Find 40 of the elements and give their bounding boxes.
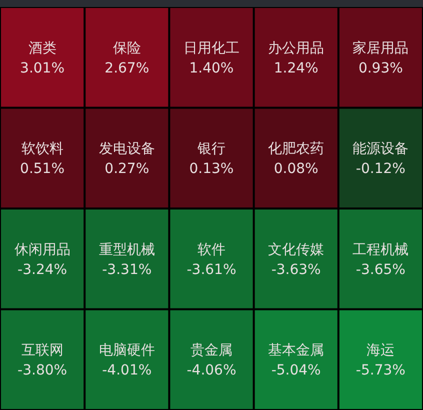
category-label: 休闲用品 — [14, 242, 70, 258]
category-label: 化肥农药 — [268, 141, 324, 158]
category-label: 酒类 — [28, 40, 56, 56]
data-label: -3.31% — [102, 262, 152, 278]
data-label: 0.51% — [20, 161, 65, 178]
data-label: 0.13% — [189, 161, 234, 178]
category-label: 贵金属 — [190, 342, 232, 359]
category-label: 保险 — [112, 40, 141, 56]
category-label: 软件 — [198, 242, 226, 258]
data-label: -3.80% — [18, 362, 68, 379]
data-label: -4.01% — [102, 362, 152, 379]
data-label: -3.63% — [271, 262, 321, 278]
data-label: 2.67% — [104, 60, 150, 76]
category-label: 日用化工 — [184, 40, 240, 56]
category-label: 银行 — [196, 141, 226, 158]
category-label: 海运 — [366, 342, 395, 359]
data-label: -5.04% — [271, 362, 321, 379]
data-label: 1.24% — [274, 60, 318, 76]
data-label: -3.61% — [186, 262, 236, 278]
category-label: 家居用品 — [352, 40, 409, 56]
category-label: 重型机械 — [98, 242, 155, 258]
data-label: -0.12% — [356, 161, 406, 178]
data-label: 0.93% — [358, 60, 403, 76]
category-label: 发电设备 — [98, 141, 155, 158]
category-label: 工程机械 — [352, 242, 409, 258]
category-label: 软饮料 — [21, 141, 64, 158]
data-label: -3.24% — [18, 262, 68, 278]
category-label: 基本金属 — [268, 342, 324, 359]
category-label: 互联网 — [21, 342, 64, 359]
data-label: -3.65% — [356, 262, 406, 278]
data-label: 0.08% — [274, 161, 318, 178]
data-label: 3.01% — [20, 60, 65, 76]
data-label: 1.40% — [189, 60, 234, 76]
category-label: 办公用品 — [268, 40, 324, 56]
data-label: -4.06% — [186, 362, 236, 379]
data-label: 0.27% — [104, 161, 150, 178]
category-label: 文化传媒 — [268, 242, 324, 258]
category-label: 电脑硬件 — [98, 342, 155, 359]
data-label: -5.73% — [356, 362, 406, 379]
category-label: 能源设备 — [352, 141, 409, 158]
